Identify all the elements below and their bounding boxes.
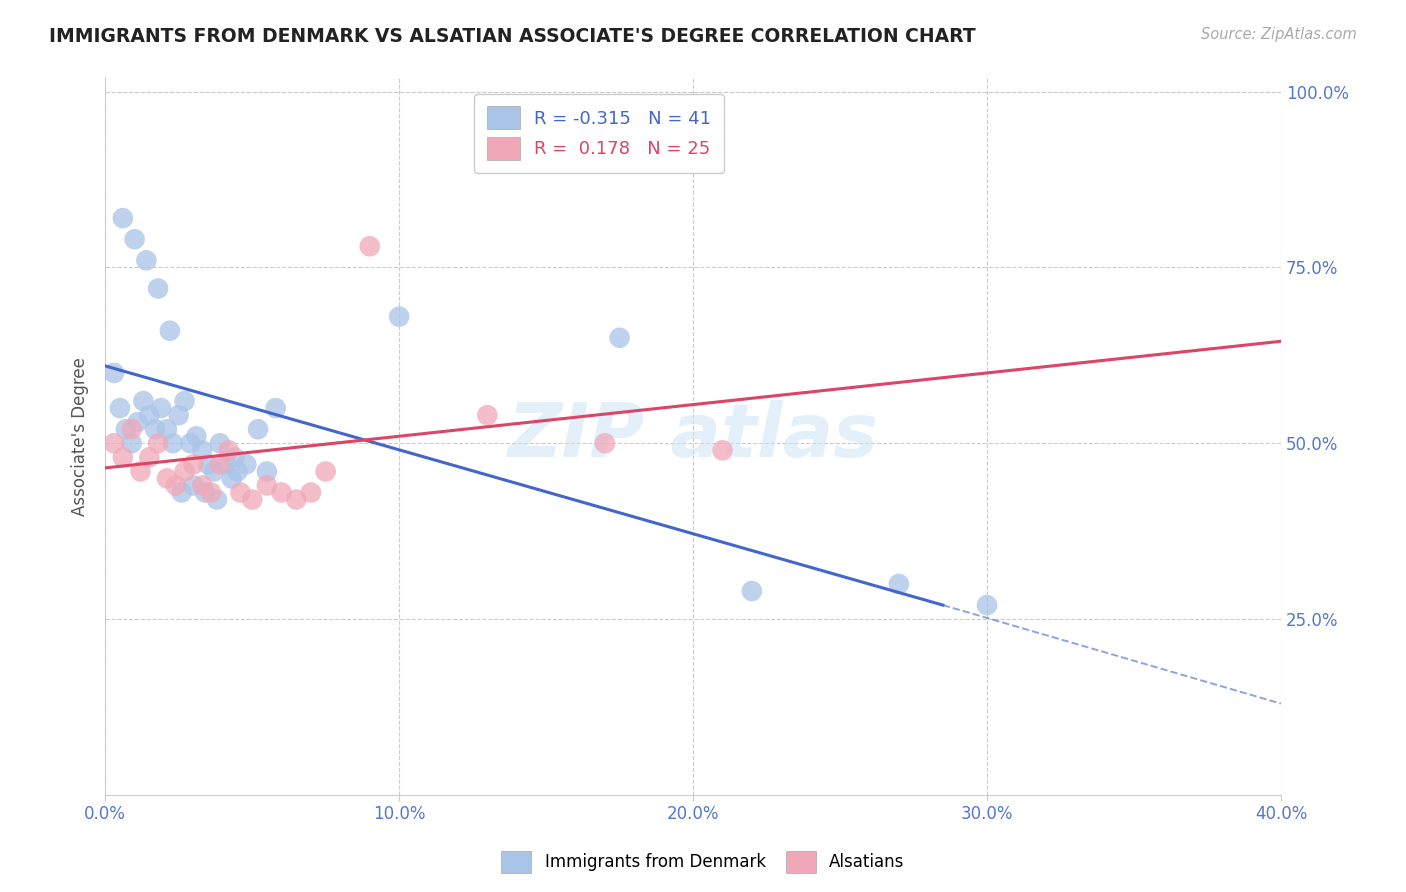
- Point: [741, 584, 763, 599]
- Point: [221, 471, 243, 485]
- Point: [132, 394, 155, 409]
- Point: [270, 485, 292, 500]
- Point: [103, 366, 125, 380]
- Point: [285, 492, 308, 507]
- Point: [299, 485, 322, 500]
- Point: [359, 239, 381, 253]
- Point: [208, 436, 231, 450]
- Point: [202, 465, 225, 479]
- Point: [215, 458, 238, 472]
- Point: [179, 436, 201, 450]
- Legend: R = -0.315   N = 41, R =  0.178   N = 25: R = -0.315 N = 41, R = 0.178 N = 25: [474, 94, 724, 172]
- Point: [256, 478, 278, 492]
- Point: [229, 485, 252, 500]
- Point: [976, 598, 998, 612]
- Point: [111, 450, 134, 465]
- Point: [111, 211, 134, 226]
- Point: [135, 253, 157, 268]
- Point: [224, 450, 246, 465]
- Point: [173, 465, 195, 479]
- Point: [235, 458, 257, 472]
- Point: [143, 422, 166, 436]
- Point: [887, 577, 910, 591]
- Point: [156, 471, 179, 485]
- Point: [138, 450, 160, 465]
- Point: [129, 465, 152, 479]
- Point: [114, 422, 136, 436]
- Point: [205, 492, 228, 507]
- Point: [162, 436, 184, 450]
- Point: [159, 324, 181, 338]
- Point: [208, 458, 231, 472]
- Point: [264, 401, 287, 416]
- Point: [593, 436, 616, 450]
- Point: [218, 443, 240, 458]
- Point: [191, 478, 214, 492]
- Text: IMMIGRANTS FROM DENMARK VS ALSATIAN ASSOCIATE'S DEGREE CORRELATION CHART: IMMIGRANTS FROM DENMARK VS ALSATIAN ASSO…: [49, 27, 976, 45]
- Point: [146, 281, 169, 295]
- Point: [156, 422, 179, 436]
- Point: [121, 422, 143, 436]
- Point: [170, 485, 193, 500]
- Point: [256, 465, 278, 479]
- Point: [247, 422, 270, 436]
- Legend: Immigrants from Denmark, Alsatians: Immigrants from Denmark, Alsatians: [495, 845, 911, 880]
- Point: [150, 401, 173, 416]
- Point: [711, 443, 734, 458]
- Point: [103, 436, 125, 450]
- Point: [609, 331, 631, 345]
- Point: [197, 458, 219, 472]
- Point: [173, 394, 195, 409]
- Point: [186, 429, 208, 443]
- Text: Source: ZipAtlas.com: Source: ZipAtlas.com: [1201, 27, 1357, 42]
- Point: [165, 478, 187, 492]
- Point: [183, 458, 205, 472]
- Point: [200, 485, 222, 500]
- Point: [226, 465, 249, 479]
- Point: [124, 232, 146, 246]
- Y-axis label: Associate's Degree: Associate's Degree: [72, 357, 89, 516]
- Point: [138, 408, 160, 422]
- Point: [477, 408, 499, 422]
- Point: [183, 478, 205, 492]
- Point: [146, 436, 169, 450]
- Point: [191, 443, 214, 458]
- Point: [167, 408, 190, 422]
- Point: [194, 485, 217, 500]
- Text: ZIP atlas: ZIP atlas: [508, 400, 879, 473]
- Point: [121, 436, 143, 450]
- Point: [127, 415, 149, 429]
- Point: [108, 401, 131, 416]
- Point: [388, 310, 411, 324]
- Point: [315, 465, 337, 479]
- Point: [240, 492, 263, 507]
